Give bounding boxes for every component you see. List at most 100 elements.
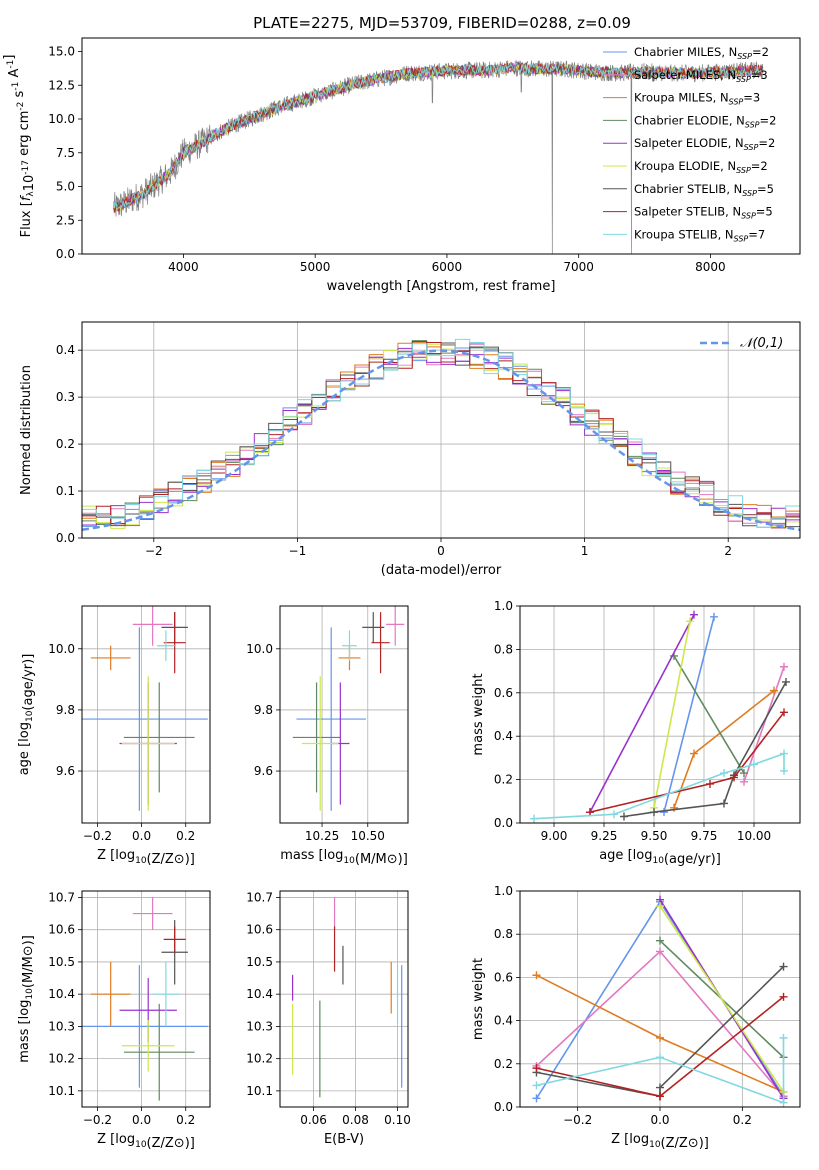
- weight-series-line: [589, 614, 695, 813]
- y-tick-label: 5.0: [56, 180, 75, 194]
- residual-legend: 𝒩(0,1): [700, 336, 783, 351]
- weight-marker: [779, 1033, 788, 1042]
- x-axis-label: wavelength [Angstrom, rest frame]: [327, 279, 556, 294]
- weight-marker: [656, 947, 664, 956]
- y-tick-label: 9.8: [56, 703, 75, 717]
- x-tick-label: 0: [437, 544, 445, 558]
- plot-mass-vs-Z: −0.2 0.0 0.2 10.1 10.2 10.3 10.4 10.5 10.6 10.7 Z …: [17, 890, 211, 1151]
- weight-marker: [750, 760, 758, 769]
- y-tick-label: 0.3: [56, 390, 75, 404]
- y-tick-label: 0.4: [494, 1014, 513, 1028]
- y-axis-label: age [log10(age/yr)]: [17, 654, 36, 776]
- y-tick-label: 15.0: [48, 45, 75, 59]
- legend-entry: Chabrier STELIB, NSSP=5: [634, 182, 774, 198]
- weight-marker: [710, 612, 718, 621]
- axes-frame: [519, 890, 801, 1108]
- y-tick-label: 10.7: [48, 890, 75, 904]
- legend-entry: Chabrier ELODIE, NSSP=2: [634, 113, 776, 129]
- weight-marker: [779, 992, 788, 1001]
- axes-frame: [279, 605, 409, 824]
- x-axis-label: age [log10(age/yr)]: [599, 848, 721, 867]
- x-tick-label: 0.2: [176, 1113, 195, 1127]
- y-tick-label: 0.8: [494, 642, 513, 656]
- y-axis-label: Flux [fλ10-17 erg cm-2 s-1 A-1]: [2, 55, 37, 238]
- weight-series-line: [653, 621, 691, 808]
- weight-marker: [780, 708, 788, 717]
- y-tick-label: 10.2: [48, 1052, 75, 1066]
- weight-series-line: [673, 689, 775, 809]
- weight-series-line: [589, 711, 785, 813]
- x-tick-label: −0.2: [83, 1113, 112, 1127]
- weight-marker: [740, 769, 748, 778]
- y-tick-label: 10.3: [246, 1019, 273, 1033]
- plot-area: [82, 606, 208, 811]
- weight-marker: [586, 808, 594, 817]
- x-tick-label: 4000: [168, 260, 199, 274]
- legend-entry: 𝒩(0,1): [740, 336, 783, 351]
- errorbar-point: [123, 682, 195, 793]
- errorbar-point: [123, 1003, 195, 1101]
- axes-frame: [81, 37, 801, 255]
- weight-marker: [620, 812, 628, 821]
- errorbar-point: [163, 926, 186, 953]
- y-tick-label: 10.1: [246, 1084, 273, 1098]
- x-tick-label: 0.2: [733, 1113, 752, 1127]
- axes-frame: [81, 890, 211, 1108]
- weight-marker: [532, 971, 541, 980]
- weight-marker: [656, 1053, 664, 1062]
- legend-entry: Salpeter ELODIE, NSSP=2: [634, 136, 775, 152]
- y-tick-label: 0.8: [494, 927, 513, 941]
- errorbar-point: [121, 676, 175, 811]
- x-tick-label: 10.00: [737, 829, 771, 843]
- y-tick-label: 0.2: [56, 437, 75, 451]
- weight-marker: [686, 617, 694, 626]
- errorbar-point: [121, 1019, 175, 1072]
- weight-marker: [720, 799, 728, 808]
- weight-marker: [660, 808, 668, 817]
- y-tick-label: 10.4: [246, 987, 273, 1001]
- weight-marker: [532, 1064, 541, 1073]
- weight-marker: [740, 777, 748, 786]
- errorbar-point: [296, 627, 366, 811]
- x-tick-label: 0.0: [650, 1113, 669, 1127]
- weight-marker: [610, 810, 618, 819]
- errorbar-point: [90, 961, 131, 1027]
- weight-series-line: [743, 666, 785, 783]
- x-tick-label: 9.00: [541, 829, 568, 843]
- axes-frame: [81, 321, 801, 539]
- weight-marker: [670, 803, 678, 812]
- y-tick-label: 1.0: [494, 599, 513, 613]
- plot-mass-vs-ebv: 0.06 0.08 0.10 10.1 10.2 10.3 10.4 10.5 10.6 10.7…: [246, 890, 411, 1147]
- weight-marker: [656, 936, 664, 945]
- y-tick-label: 10.0: [48, 112, 75, 126]
- axes-frame: [81, 605, 211, 824]
- y-tick-label: 10.0: [48, 642, 75, 656]
- x-axis-label: (data-model)/error: [381, 563, 502, 578]
- errorbar-point: [152, 961, 180, 1027]
- weight-marker: [770, 686, 778, 695]
- x-axis-label: Z [log10(Z/Z⊙)]: [97, 1132, 195, 1151]
- weight-series-line: [536, 966, 785, 1098]
- normal-reference-curve: [82, 349, 800, 532]
- y-tick-label: 10.3: [48, 1019, 75, 1033]
- y-tick-label: 1.0: [494, 884, 513, 898]
- weight-marker: [782, 677, 790, 686]
- x-tick-label: 0.10: [384, 1113, 411, 1127]
- x-tick-label: 10.50: [351, 829, 385, 843]
- x-axis-label: mass [log10(M/M⊙)]: [280, 848, 408, 867]
- plot-area: [292, 606, 405, 811]
- y-tick-label: 10.5: [246, 955, 273, 969]
- y-axis-label: mass [log10(M/M⊙)]: [17, 935, 36, 1063]
- plot-area: [532, 895, 788, 1107]
- weight-marker: [779, 962, 788, 971]
- errorbar-point: [82, 627, 208, 811]
- x-tick-label: 0.08: [342, 1113, 369, 1127]
- weight-marker: [650, 808, 658, 817]
- x-tick-label: −0.2: [83, 829, 112, 843]
- plot-residuals: −2 −1 0 1 2 0.0 0.1 0.2 0.3 0.4 (data-model)/error…: [19, 321, 801, 578]
- x-tick-label: 0.2: [176, 829, 195, 843]
- x-axis-label: Z [log10(Z/Z⊙)]: [611, 1132, 709, 1151]
- y-tick-label: 9.6: [254, 764, 273, 778]
- y-tick-label: 10.4: [48, 987, 75, 1001]
- x-tick-label: 6000: [432, 260, 463, 274]
